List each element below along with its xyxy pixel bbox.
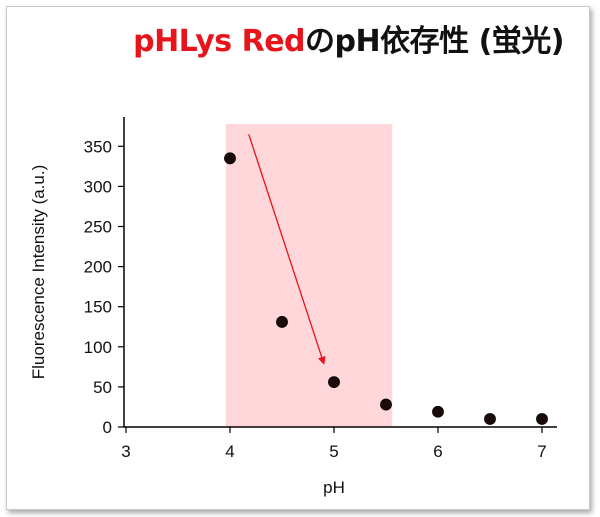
x-tick-label: 3 bbox=[121, 442, 130, 461]
y-tick-label: 100 bbox=[84, 338, 112, 357]
chart-title: pHLys RedのpH依存性 (蛍光) bbox=[133, 16, 564, 60]
y-tick-label: 150 bbox=[84, 298, 112, 317]
data-point bbox=[484, 413, 496, 425]
y-tick-label: 200 bbox=[84, 258, 112, 277]
data-point bbox=[536, 413, 548, 425]
title-red-part: pHLys Red bbox=[133, 24, 306, 59]
y-tick-label: 300 bbox=[84, 177, 112, 196]
data-point bbox=[432, 405, 444, 418]
data-point bbox=[224, 152, 236, 165]
x-axis-label: pH bbox=[323, 478, 345, 497]
y-tick-label: 250 bbox=[84, 218, 112, 237]
y-tick-label: 350 bbox=[84, 137, 112, 156]
x-tick-label: 4 bbox=[225, 442, 234, 461]
trend-arrow bbox=[248, 134, 326, 365]
data-point bbox=[380, 398, 392, 411]
y-axis-label: Fluorescence Intensity (a.u.) bbox=[29, 165, 48, 379]
x-tick-label: 6 bbox=[433, 442, 442, 461]
y-tick-label: 50 bbox=[93, 378, 112, 397]
data-point bbox=[328, 376, 340, 388]
x-tick-label: 5 bbox=[329, 442, 338, 461]
y-tick-label: 0 bbox=[103, 418, 112, 437]
title-black-part: のpH依存性 (蛍光) bbox=[305, 24, 564, 59]
data-point bbox=[276, 316, 288, 328]
highlight-region bbox=[225, 124, 393, 427]
x-tick-label: 7 bbox=[537, 442, 546, 461]
